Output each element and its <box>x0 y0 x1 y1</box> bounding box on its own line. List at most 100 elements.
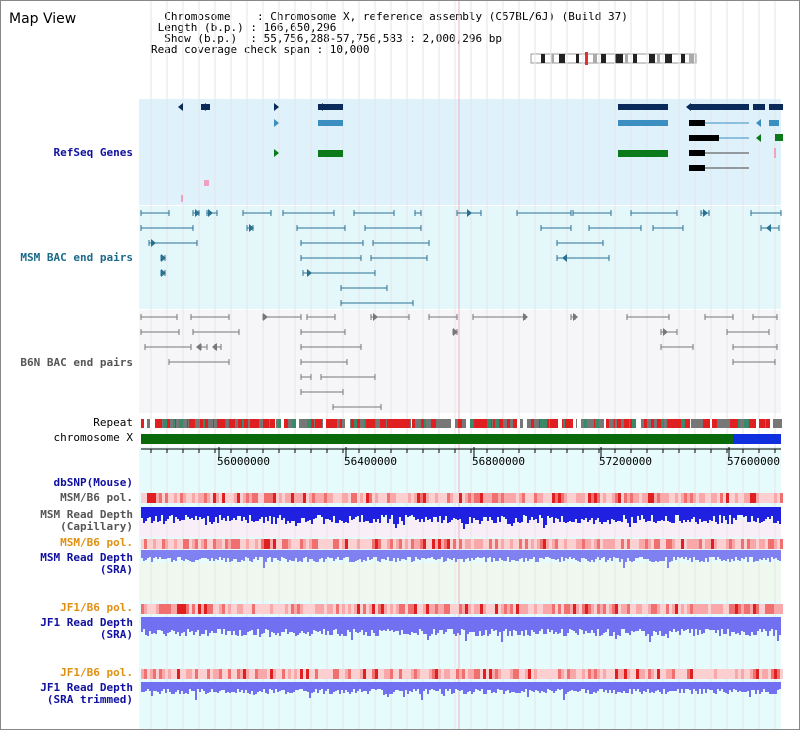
jf1-depth-trim-bar <box>779 682 781 689</box>
jf1-depth-trim-bar <box>209 682 211 692</box>
msm-b6-pol-cell <box>144 493 147 503</box>
jf1-depth-trim-bar <box>451 682 453 694</box>
msm-b6-pol-cell <box>381 539 384 549</box>
jf1-depth-trim-bar <box>613 682 615 690</box>
msm-b6-pol-cell <box>420 539 423 549</box>
msm-b6-pol-cell <box>480 493 483 503</box>
jf1-b6-pol-cell <box>705 604 708 614</box>
msm-b6-pol-cell <box>636 493 639 503</box>
jf1-b6-pol-cell <box>501 604 504 614</box>
msm-depth-sra-bar <box>295 550 297 558</box>
msm-b6-pol-cell <box>597 539 600 549</box>
jf1-depth-trim-bar <box>585 682 587 693</box>
msm-depth-cap-bar <box>601 507 603 524</box>
jf1-depth-trim-bar <box>523 682 525 692</box>
jf1-depth-trim-bar <box>373 682 375 689</box>
repeat-segment <box>670 419 673 428</box>
msm-b6-pol-cell <box>300 493 303 503</box>
msm-depth-cap-bar <box>371 507 373 523</box>
gene-block <box>769 104 783 110</box>
msm-b6-pol-cell <box>303 493 306 503</box>
msm-b6-pol-cell <box>729 493 732 503</box>
repeat-segment <box>695 419 699 428</box>
jf1-depth-sra-bar <box>711 617 713 630</box>
msm-b6-pol-cell <box>663 539 666 549</box>
msm-b6-pol-cell <box>210 539 213 549</box>
jf1-b6-pol-cell <box>543 669 546 679</box>
jf1-depth-sra-bar <box>425 617 427 634</box>
msm-depth-cap-bar <box>469 507 471 517</box>
msm-depth-cap-bar <box>445 507 447 516</box>
jf1-depth-sra-bar <box>513 617 515 630</box>
jf1-b6-pol-cell <box>642 669 645 679</box>
jf1-depth-trim-bar <box>157 682 159 692</box>
jf1-depth-sra-bar <box>313 617 315 630</box>
jf1-depth-trim-bar <box>471 682 473 694</box>
msm-depth-cap-bar <box>367 507 369 521</box>
msm-depth-sra-bar <box>619 550 621 562</box>
msm-b6-pol-cell <box>519 493 522 503</box>
jf1-b6-pol-cell <box>675 604 678 614</box>
jf1-b6-pol-cell <box>486 604 489 614</box>
msm-depth-sra-bar <box>583 550 585 558</box>
msm-depth-sra-bar <box>759 550 761 559</box>
jf1-b6-pol-cell <box>393 669 396 679</box>
jf1-b6-pol-cell <box>219 669 222 679</box>
jf1-b6-pol-cell <box>384 604 387 614</box>
msm-depth-sra-bar <box>523 550 525 562</box>
repeat-segment <box>409 419 410 428</box>
jf1-b6-pol-cell <box>747 669 750 679</box>
jf1-depth-sra-bar <box>237 617 239 636</box>
msm-b6-pol-cell <box>771 493 774 503</box>
msm-b6-pol-cell <box>600 493 603 503</box>
jf1-depth-sra-bar <box>533 617 535 632</box>
ideogram-band <box>559 54 565 63</box>
jf1-b6-pol-cell <box>282 669 285 679</box>
repeat-segment <box>242 419 244 428</box>
gene-block <box>201 104 210 110</box>
msm-depth-sra-bar <box>673 550 675 557</box>
jf1-b6-pol-cell <box>777 604 780 614</box>
gene-marker <box>756 119 761 127</box>
msm-b6-pol-cell <box>651 493 654 503</box>
msm-depth-sra-bar <box>505 550 507 561</box>
msm-depth-cap-bar <box>261 507 263 517</box>
msm-depth-cap-bar <box>425 507 427 517</box>
jf1-depth-sra-bar <box>773 617 775 636</box>
jf1-b6-pol-cell <box>645 669 648 679</box>
msm-bac-track-bg <box>139 206 781 309</box>
jf1-b6-pol-cell <box>369 669 372 679</box>
msm-depth-sra-bar <box>231 550 233 561</box>
msm-depth-sra-bar <box>147 550 149 558</box>
msm-depth-cap-bar <box>591 507 593 518</box>
msm-b6-pol-cell <box>537 539 540 549</box>
repeat-segment <box>284 419 286 428</box>
msm-b6-pol-cell <box>273 493 276 503</box>
jf1-depth-sra-bar <box>253 617 255 635</box>
msm-depth-sra-bar <box>729 550 731 562</box>
msm-depth-cap-bar <box>627 507 629 523</box>
jf1-depth-trim-bar <box>589 682 591 694</box>
jf1-depth-trim-bar <box>445 682 447 689</box>
jf1-b6-pol-cell <box>186 669 189 679</box>
jf1-depth-sra-bar <box>691 617 693 629</box>
jf1-depth-trim-bar <box>663 682 665 689</box>
msm-depth-cap-bar <box>461 507 463 523</box>
msm-depth-sra-bar <box>563 550 565 561</box>
msm-depth-sra-bar <box>757 550 759 561</box>
jf1-depth-sra-bar <box>663 617 665 636</box>
jf1-b6-pol-cell <box>144 604 147 614</box>
jf1-depth-trim-bar <box>499 682 501 690</box>
msm-b6-pol-cell <box>570 539 573 549</box>
msm-b6-pol-cell <box>732 539 735 549</box>
jf1-b6-pol-cell <box>723 669 726 679</box>
jf1-depth-trim-bar <box>353 682 355 689</box>
repeat-segment <box>381 419 385 428</box>
msm-depth-sra-bar <box>491 550 493 562</box>
msm-depth-cap-bar <box>683 507 685 520</box>
jf1-depth-sra-bar <box>601 617 603 635</box>
msm-depth-cap-bar <box>419 507 421 522</box>
jf1-b6-pol-cell <box>294 604 297 614</box>
jf1-depth-trim-bar <box>447 682 449 691</box>
